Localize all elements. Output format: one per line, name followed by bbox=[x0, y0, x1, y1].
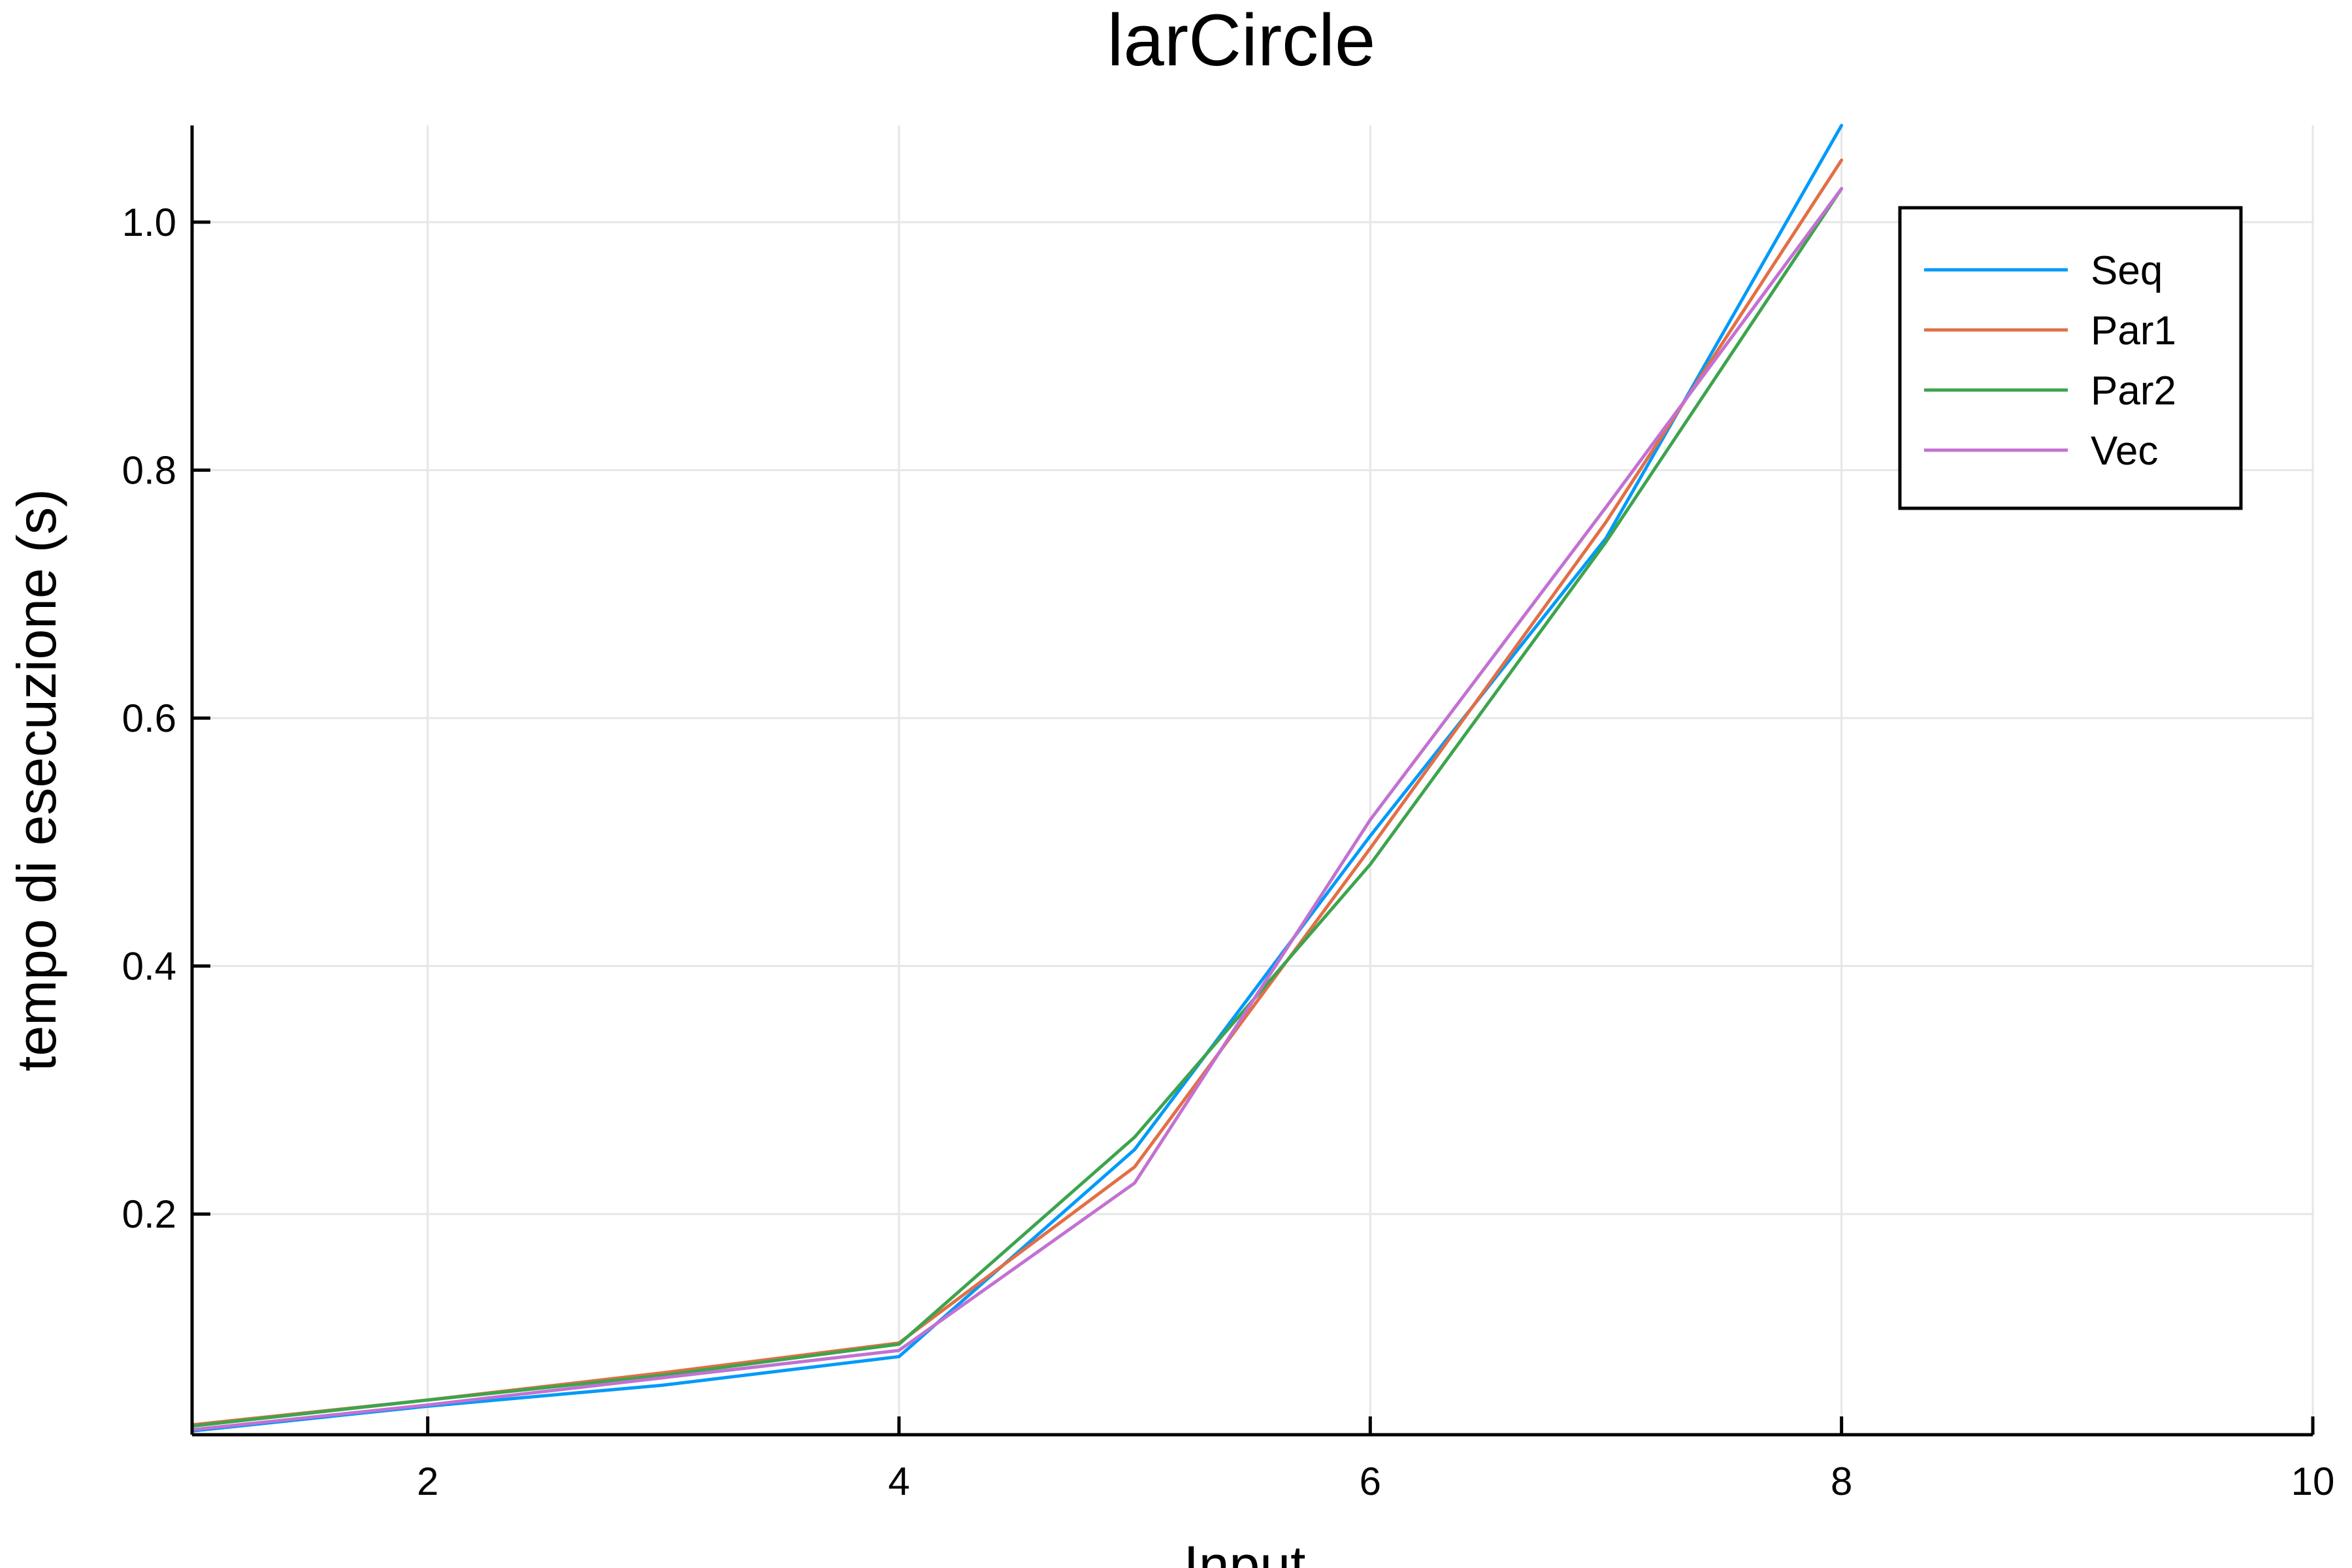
axes bbox=[190, 125, 2313, 1437]
legend-label-vec: Vec bbox=[2091, 429, 2158, 474]
x-tick-label: 2 bbox=[417, 1460, 438, 1503]
series-line-seq bbox=[190, 123, 1844, 1433]
legend-label-seq: Seq bbox=[2091, 248, 2163, 293]
x-axis-label: Input bbox=[1184, 1535, 1306, 1568]
x-tick-label: 4 bbox=[888, 1460, 909, 1503]
plot-lines bbox=[190, 123, 1844, 1433]
y-tick-label: 0.4 bbox=[122, 945, 176, 988]
y-tick-label: 0.6 bbox=[122, 696, 176, 740]
y-tick-label: 0.2 bbox=[122, 1192, 176, 1236]
legend-label-par2: Par2 bbox=[2091, 368, 2176, 414]
x-tick-label: 10 bbox=[2291, 1460, 2335, 1503]
legend-box bbox=[1898, 206, 2243, 510]
x-tick-label: 8 bbox=[1831, 1460, 1852, 1503]
x-ticks: 2 4 6 8 10 bbox=[417, 1416, 2334, 1503]
y-tick-label: 0.8 bbox=[122, 449, 176, 493]
chart-title: larCircle bbox=[1107, 0, 1376, 81]
x-tick-label: 6 bbox=[1360, 1460, 1381, 1503]
series-line-par2 bbox=[190, 187, 1844, 1428]
y-axis-label: tempo di esecuzione (s) bbox=[6, 489, 67, 1071]
y-tick-label: 1.0 bbox=[122, 201, 176, 244]
series-line-vec bbox=[190, 187, 1844, 1431]
legend-label-par1: Par1 bbox=[2091, 308, 2176, 353]
series-line-par1 bbox=[190, 158, 1844, 1427]
legend: Seq Par1 Par2 Vec bbox=[1898, 206, 2243, 510]
y-ticks: 0.2 0.4 0.6 0.8 1.0 bbox=[122, 201, 210, 1236]
